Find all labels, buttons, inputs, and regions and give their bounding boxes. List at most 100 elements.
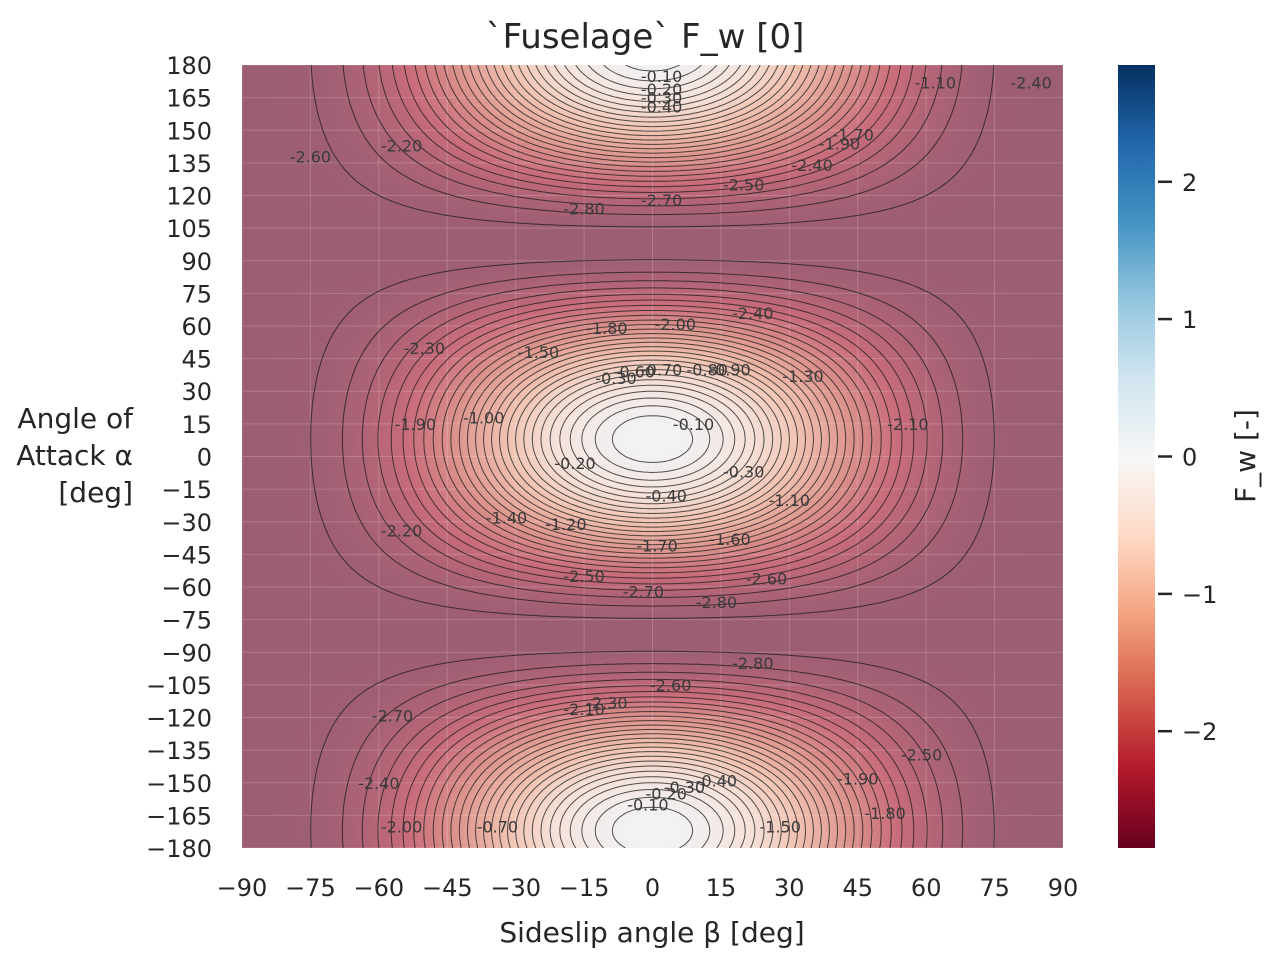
- contour-label: -2.40: [732, 304, 773, 323]
- x-axis-label: Sideslip angle β [deg]: [499, 916, 804, 949]
- contour-label: -2.40: [791, 156, 832, 175]
- contour-label: -2.40: [1010, 73, 1051, 92]
- y-tick-label: 165: [166, 85, 212, 113]
- colorbar-tick-label: −2: [1182, 718, 1217, 746]
- contour-label: -2.50: [901, 746, 942, 765]
- y-axis-ticks: 1801651501351201059075604530150−15−30−45…: [146, 52, 212, 863]
- y-tick-label: −75: [161, 607, 212, 635]
- contour-line: [423, 65, 882, 848]
- contour-line: [499, 65, 806, 848]
- contour-label: -0.20: [554, 454, 595, 473]
- contour-line: [475, 65, 830, 848]
- contour-line: [549, 65, 756, 848]
- contour-line: [341, 65, 964, 848]
- contour-label: -1.80: [586, 319, 627, 338]
- contour-label: -0.30: [595, 369, 636, 388]
- x-tick-label: −15: [559, 874, 610, 902]
- contour-label: -0.40: [641, 97, 682, 116]
- y-tick-label: −180: [146, 835, 212, 863]
- contour-labels: -0.10-0.20-0.30-0.40-1.10 -2.40-1.70-1.90…: [290, 67, 1052, 836]
- y-axis-label-line1: Angle of: [17, 402, 134, 435]
- y-tick-label: −30: [161, 509, 212, 537]
- contour-label: -0.40: [696, 772, 737, 791]
- y-tick-label: 135: [166, 150, 212, 178]
- y-tick-label: 15: [181, 411, 212, 439]
- contour-line: [531, 65, 774, 848]
- contour-label: -1.20: [545, 515, 586, 534]
- contour-line: [491, 65, 814, 848]
- x-tick-label: −45: [422, 874, 473, 902]
- contour-label: -2.60: [650, 676, 691, 695]
- contour-label: -2.80: [696, 593, 737, 612]
- y-tick-label: −120: [146, 705, 212, 733]
- x-tick-label: 15: [706, 874, 737, 902]
- y-axis-label-line2: Attack α: [16, 439, 133, 472]
- contour-label: -2.50: [563, 567, 604, 586]
- contour-label: -2.70: [372, 706, 413, 725]
- contour-label: -0.70: [477, 817, 518, 836]
- contour-line: [390, 65, 915, 848]
- contour-line: [441, 65, 864, 848]
- contour-label: -2.60: [290, 147, 331, 166]
- contour-label: -1.00: [463, 408, 504, 427]
- y-tick-label: 180: [166, 52, 212, 80]
- y-tick-label: 90: [181, 248, 212, 276]
- contour-label: -0.80: [686, 361, 727, 380]
- y-tick-label: 150: [166, 117, 212, 145]
- x-tick-label: −60: [353, 874, 404, 902]
- contour-label: -0.30: [641, 89, 682, 108]
- contour-label: -2.10: [563, 700, 604, 719]
- contour-line: [402, 65, 903, 848]
- contour-label: -2.50: [723, 176, 764, 195]
- colorbar-tick-label: 2: [1182, 169, 1197, 197]
- contour-line: [540, 65, 765, 848]
- contour-label: -0.40: [645, 487, 686, 506]
- contour-label: -1.90: [837, 769, 878, 788]
- contour-label: -0.10: [673, 415, 714, 434]
- contour-line: [581, 65, 724, 848]
- contour-label: -2.70: [623, 582, 664, 601]
- colorbar-tick-label: 0: [1182, 444, 1197, 472]
- colorbar-tick-label: 1: [1182, 306, 1197, 334]
- contour-line: [377, 65, 928, 848]
- colorbar-label: F_w [-]: [1229, 409, 1262, 503]
- contour-line: [594, 65, 711, 848]
- y-tick-label: 105: [166, 215, 212, 243]
- contour-label: -1.10: [769, 491, 810, 510]
- y-tick-label: −90: [161, 639, 212, 667]
- contour-label: -1.80: [864, 804, 905, 823]
- contour-line: [310, 65, 995, 848]
- contour-label: -1.70: [636, 537, 677, 556]
- contour-label: -2.00: [655, 315, 696, 334]
- contour-line: [450, 65, 855, 848]
- contour-label: -0.30: [723, 463, 764, 482]
- contour-label: -2.70: [641, 191, 682, 210]
- y-tick-label: 60: [181, 313, 212, 341]
- contour-line: [523, 65, 782, 848]
- contour-line: [432, 65, 873, 848]
- contour-line: [515, 65, 790, 848]
- contour-label: -2.80: [563, 200, 604, 219]
- contour-label: -1.40: [486, 508, 527, 527]
- x-tick-label: 75: [979, 874, 1010, 902]
- contour-label: -2.20: [381, 137, 422, 156]
- contour-label: -0.20: [645, 785, 686, 804]
- y-tick-label: −135: [146, 737, 212, 765]
- contour-label: -1.30: [782, 367, 823, 386]
- colorbar-tick-label: −1: [1182, 581, 1217, 609]
- colorbar-ticks: 2 1 0 −1 −2: [1158, 169, 1217, 746]
- contour-label: -2.80: [732, 654, 773, 673]
- contour-line: [458, 65, 847, 848]
- contour-label: -0.30: [664, 778, 705, 797]
- y-tick-label: −45: [161, 541, 212, 569]
- contour-label: -1.50: [759, 817, 800, 836]
- contour-label: -2.40: [358, 774, 399, 793]
- colorbar: [1118, 65, 1155, 848]
- x-tick-label: −75: [285, 874, 336, 902]
- contour-lines: [310, 65, 995, 848]
- contour-label: -0.10: [641, 67, 682, 86]
- contour-line: [467, 65, 838, 848]
- x-tick-label: 60: [911, 874, 942, 902]
- y-tick-label: −105: [146, 672, 212, 700]
